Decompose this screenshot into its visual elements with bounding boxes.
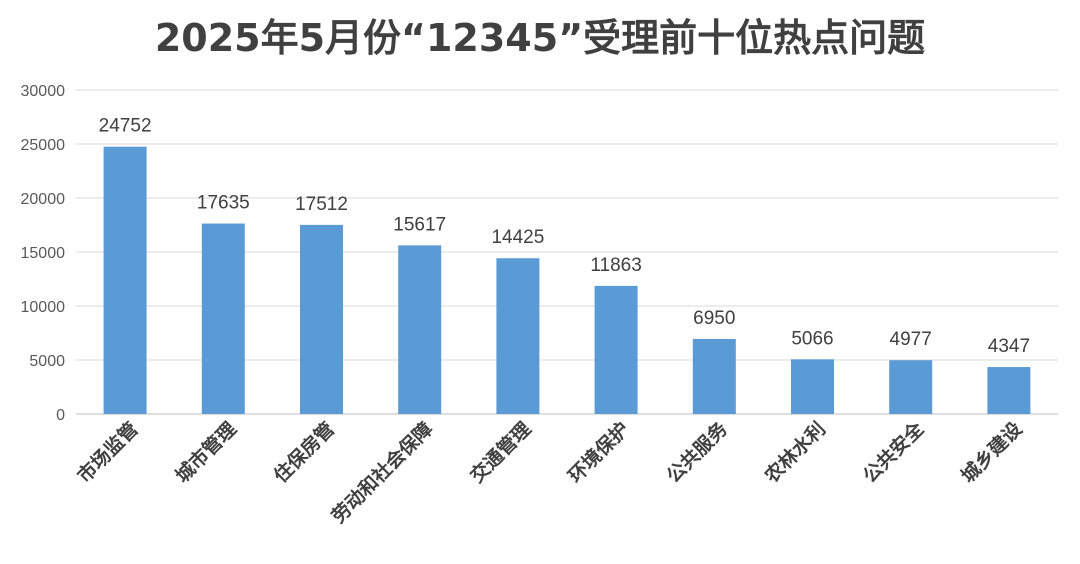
data-label: 6950 — [693, 308, 735, 329]
x-tick-label: 市场监管 — [73, 417, 143, 487]
y-tick-label: 25000 — [21, 137, 66, 154]
y-tick-label: 5000 — [29, 353, 65, 370]
x-tick-label: 劳动和社会保障 — [327, 417, 437, 527]
bar — [398, 245, 442, 414]
x-tick-label: 农林水利 — [759, 417, 830, 488]
bar — [103, 146, 147, 414]
bar — [496, 258, 540, 414]
y-tick-label: 30000 — [21, 83, 66, 100]
bars — [103, 146, 1031, 414]
x-tick-label: 住保房管 — [269, 417, 339, 487]
data-label: 4347 — [988, 336, 1030, 357]
data-label: 17512 — [295, 194, 348, 215]
bar — [300, 224, 343, 414]
data-label: 5066 — [791, 328, 833, 349]
data-label: 11863 — [590, 255, 641, 276]
x-axis-ticks: 市场监管 城市管理 住保房管劳动和社会保障 交通管理 环境保护 公共服务 农林水利 公共安全城… — [73, 417, 1027, 528]
data-label: 4977 — [890, 329, 932, 350]
x-tick-label: 城市管理 — [171, 417, 241, 487]
y-tick-label: 20000 — [21, 191, 66, 208]
bar — [594, 285, 638, 414]
bar — [987, 367, 1031, 414]
x-tick-label: 城乡建设 — [956, 417, 1026, 487]
bar — [791, 359, 834, 414]
bar — [692, 338, 736, 414]
chart-title: 2025年5月份“12345”受理前十位热点问题 — [154, 16, 926, 60]
data-labels: 24752 17635 17512 15617 14425 11863 6950 5066 49… — [99, 116, 1030, 357]
y-tick-label: 10000 — [21, 299, 66, 316]
data-label: 14425 — [491, 227, 544, 248]
data-label: 24752 — [99, 116, 152, 137]
x-tick-label: 公共服务 — [662, 417, 733, 488]
bar — [201, 223, 245, 414]
x-tick-label: 环境保护 — [564, 417, 634, 487]
data-label: 17635 — [197, 193, 250, 214]
x-tick-label: 公共安全 — [858, 417, 929, 488]
y-tick-label: 15000 — [21, 245, 66, 262]
bar — [889, 360, 933, 414]
data-label: 15617 — [393, 214, 446, 235]
x-tick-label: 交通管理 — [465, 417, 535, 487]
y-axis-ticks: 0 5000 10000 15000 20000 25000 30000 — [21, 83, 66, 424]
y-tick-label: 0 — [56, 407, 65, 424]
